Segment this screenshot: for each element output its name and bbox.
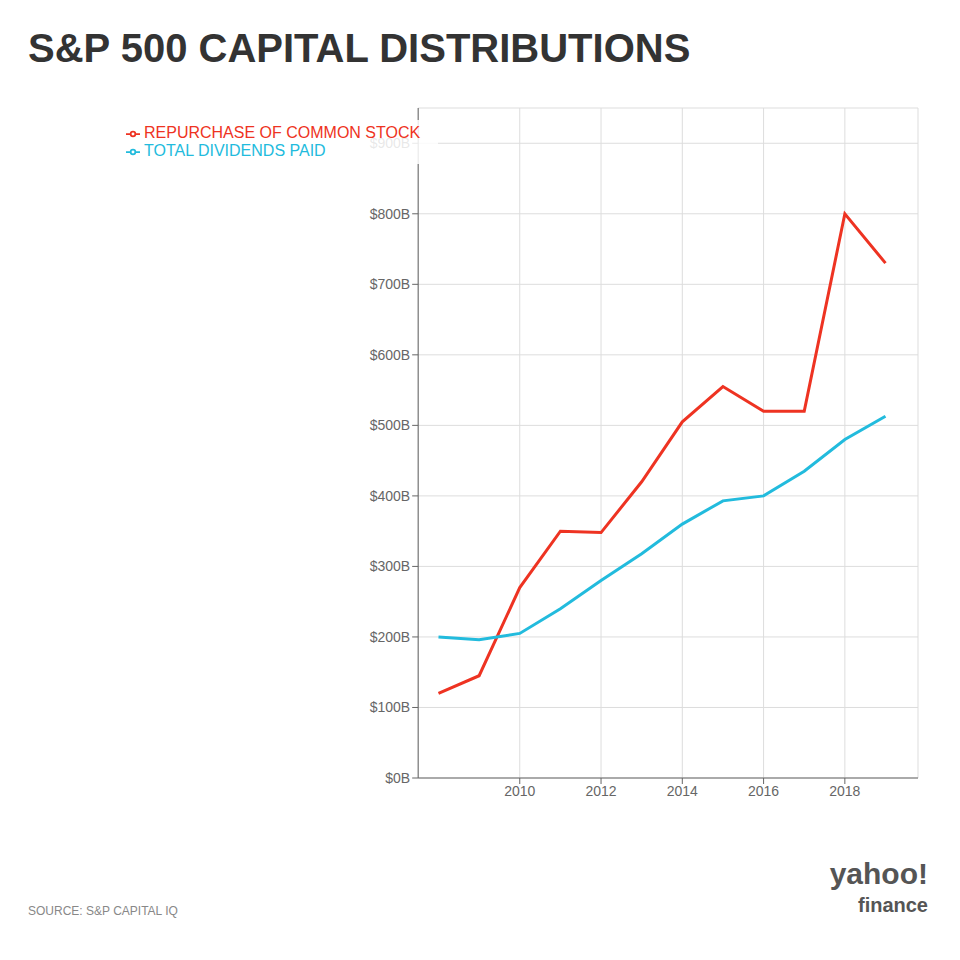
svg-text:$200B: $200B [370,629,410,645]
svg-text:2018: 2018 [829,783,860,799]
svg-text:$900B: $900B [370,135,410,151]
svg-text:$300B: $300B [370,558,410,574]
svg-text:$700B: $700B [370,276,410,292]
svg-text:$800B: $800B [370,206,410,222]
svg-text:$400B: $400B [370,488,410,504]
svg-text:2014: 2014 [667,783,698,799]
svg-text:$500B: $500B [370,417,410,433]
svg-text:$100B: $100B [370,699,410,715]
svg-text:$0B: $0B [385,770,410,786]
svg-text:$600B: $600B [370,347,410,363]
svg-text:2010: 2010 [504,783,535,799]
svg-text:2012: 2012 [585,783,616,799]
svg-text:2016: 2016 [748,783,779,799]
